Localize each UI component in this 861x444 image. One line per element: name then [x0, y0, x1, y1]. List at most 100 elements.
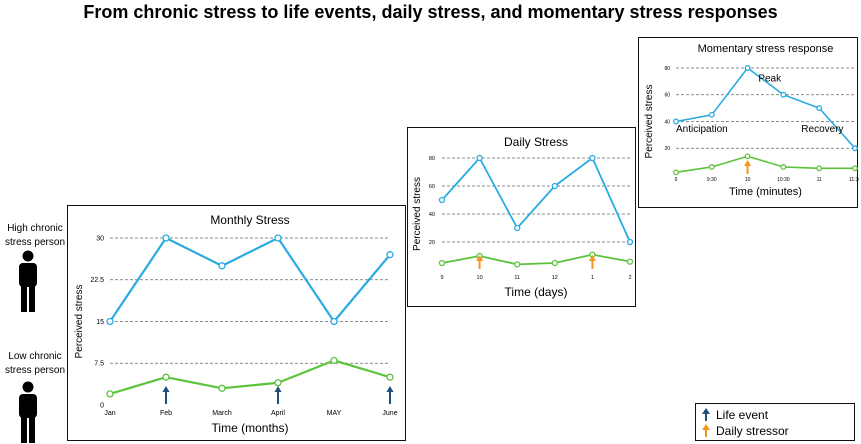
legend-life-event-label: Life event [716, 408, 769, 422]
low-stress-point [162, 373, 170, 381]
person-icon [19, 250, 37, 312]
y-tick-label: 80 [664, 66, 670, 72]
high-stress-point [386, 251, 394, 259]
high-stress-point [708, 111, 715, 118]
arrow-up-icon [702, 424, 710, 437]
high-stress-point [106, 317, 114, 326]
y-tick-label: 40 [664, 119, 670, 125]
high-stress-point [673, 118, 679, 125]
x-tick-label: 11 [514, 275, 520, 281]
x-axis-label: Time (minutes) [729, 186, 802, 198]
low-stress-point [438, 259, 446, 267]
x-tick-label: 2 [628, 275, 631, 281]
x-tick-label: Feb [160, 410, 172, 417]
daily-stressor-arrowhead [476, 255, 484, 261]
x-tick-label: 11 [817, 177, 822, 183]
y-tick-label: 80 [429, 156, 435, 162]
monthly-stress-panel: Monthly Stress 0 7.5 15 22.5 30 Jan Feb March Apr… [67, 205, 406, 441]
low-stress-line [675, 155, 855, 174]
x-axis-label: Time (months) [212, 421, 289, 435]
x-tick-label: 10 [477, 275, 483, 281]
x-tick-label: 9 [675, 177, 678, 183]
chart-title: Daily Stress [504, 135, 568, 149]
daily-stressor-arrowhead [588, 255, 596, 261]
high-stress-point [551, 182, 558, 190]
momentary-stress-chart: Momentary stress response 20 40 60 80 9 9:30 10… [644, 43, 859, 198]
high-stress-point [330, 317, 338, 326]
daily-stressor-arrowhead [744, 160, 752, 166]
low-stress-point [708, 164, 715, 170]
low-chronic-label: Low chronic stress person [4, 351, 66, 376]
momentary-stress-panel: Momentary stress response 20 40 60 80 9 9:30 10… [638, 37, 859, 208]
y-tick-label: 60 [664, 93, 670, 99]
low-stress-line [441, 253, 631, 266]
low-stress-point [330, 356, 338, 365]
high-stress-point [476, 154, 483, 162]
low-stress-point [626, 258, 634, 265]
high-stress-point [744, 65, 751, 71]
annotation-label: Anticipation [676, 124, 728, 135]
high-stress-line [441, 157, 631, 243]
high-stress-line [109, 236, 391, 323]
x-tick-label: 9 [440, 275, 443, 281]
high-stress-point [274, 234, 282, 242]
x-tick-label: March [212, 410, 232, 417]
legend-daily-stressor-label: Daily stressor [716, 424, 789, 438]
person-icon [19, 381, 37, 443]
x-tick-label: 11:30 [849, 177, 859, 183]
y-tick-label: 0 [100, 402, 104, 409]
x-axis-label: Time (days) [505, 285, 568, 299]
high-chronic-label: High chronic stress person [4, 223, 66, 248]
low-stress-point [744, 153, 751, 160]
y-axis-label: Perceived stress [74, 285, 85, 359]
chart-title: Momentary stress response [698, 43, 834, 55]
low-stress-point [816, 165, 823, 172]
low-stress-point [106, 390, 114, 398]
y-tick-label: 40 [429, 212, 435, 218]
x-tick-label: 10:30 [777, 177, 790, 183]
legend-daily-stressor: Daily stressor [702, 423, 848, 439]
y-tick-label: 7.5 [94, 361, 104, 368]
y-tick-label: 20 [429, 240, 435, 246]
low-stress-point [274, 379, 282, 387]
y-tick-label: 22.5 [90, 277, 104, 284]
life-event-arrowhead [162, 386, 170, 392]
x-tick-label: April [271, 410, 285, 417]
y-tick-label: 20 [664, 146, 670, 152]
high-stress-line [675, 67, 856, 149]
y-tick-label: 60 [429, 184, 435, 190]
high-stress-point [438, 196, 446, 204]
main-title: From chronic stress to life events, dail… [83, 2, 778, 22]
y-tick-label: 30 [96, 235, 104, 242]
legend-life-event: Life event [702, 407, 848, 423]
x-tick-label: June [382, 410, 397, 417]
low-stress-point [551, 259, 558, 267]
low-stress-point [386, 373, 394, 381]
chart-title: Monthly Stress [210, 213, 289, 227]
high-stress-point [626, 238, 634, 246]
low-stress-point [852, 165, 858, 172]
high-stress-point [589, 154, 596, 162]
low-stress-line [109, 359, 391, 395]
x-tick-label: 1 [591, 275, 594, 281]
low-stress-point [514, 261, 521, 268]
high-stress-point [852, 145, 858, 152]
annotation-label: Recovery [801, 124, 843, 135]
arrow-up-icon [702, 408, 710, 421]
x-tick-label: MAY [327, 410, 342, 417]
x-tick-label: Jan [104, 410, 115, 417]
y-axis-label: Perceived stress [644, 85, 655, 159]
life-event-arrowhead [386, 386, 394, 392]
high-stress-point [162, 234, 170, 242]
high-stress-point [816, 105, 823, 112]
life-event-arrowhead [274, 386, 282, 392]
legend: Life event Daily stressor [695, 403, 855, 441]
annotation-label: Peak [758, 73, 782, 84]
monthly-stress-chart: Monthly Stress 0 7.5 15 22.5 30 Jan Feb March Apr… [74, 213, 398, 435]
x-tick-label: 10 [745, 177, 751, 183]
low-stress-point [218, 384, 226, 392]
high-stress-point [514, 224, 521, 232]
low-stress-point [780, 164, 787, 170]
x-tick-label: 9:30 [707, 177, 717, 183]
